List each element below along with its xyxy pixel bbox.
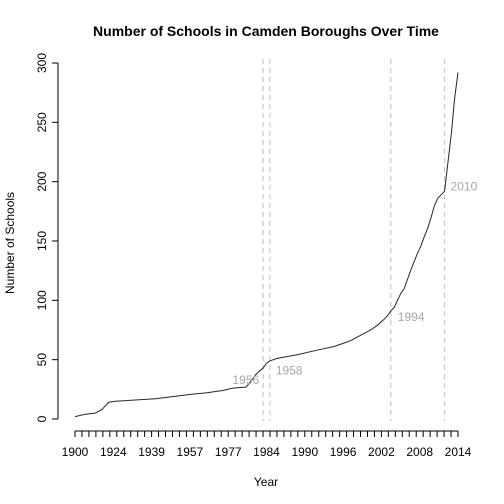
x-tick-label: 1924 xyxy=(100,445,127,459)
x-tick-label: 1996 xyxy=(330,445,357,459)
x-axis-label: Year xyxy=(254,475,278,489)
x-tick-label: 2008 xyxy=(406,445,433,459)
annotation-label: 1956 xyxy=(232,373,259,387)
x-tick-label: 1900 xyxy=(62,445,89,459)
y-tick-label: 200 xyxy=(35,171,49,191)
y-tick-label: 150 xyxy=(35,231,49,251)
y-axis-label: Number of Schools xyxy=(3,192,17,294)
x-tick-label: 1939 xyxy=(138,445,165,459)
y-tick-label: 0 xyxy=(35,415,49,422)
y-tick-label: 250 xyxy=(35,112,49,132)
x-tick-label: 2002 xyxy=(368,445,395,459)
x-tick-label: 1990 xyxy=(291,445,318,459)
y-tick-label: 300 xyxy=(35,53,49,73)
chart-title: Number of Schools in Camden Boroughs Ove… xyxy=(93,23,439,39)
x-tick-label: 1977 xyxy=(215,445,242,459)
y-axis: 0 50 100 150 200 250 300 xyxy=(35,53,59,422)
annotation-labels: 1956 1958 1994 2010 xyxy=(232,179,477,386)
y-tick-label: 100 xyxy=(35,290,49,310)
x-axis: 1900 1924 1939 1957 1977 1984 1990 1996 2002 2008… xyxy=(62,430,472,459)
y-tick-label: 50 xyxy=(35,353,49,367)
annotation-label: 1994 xyxy=(398,310,425,324)
series-line xyxy=(74,72,459,418)
x-tick-label: 1984 xyxy=(253,445,280,459)
x-tick-label: 1957 xyxy=(177,445,204,459)
annotation-label: 2010 xyxy=(451,179,478,193)
series-group xyxy=(74,72,459,418)
x-tick-label: 2014 xyxy=(445,445,472,459)
annotation-label: 1958 xyxy=(276,363,303,377)
